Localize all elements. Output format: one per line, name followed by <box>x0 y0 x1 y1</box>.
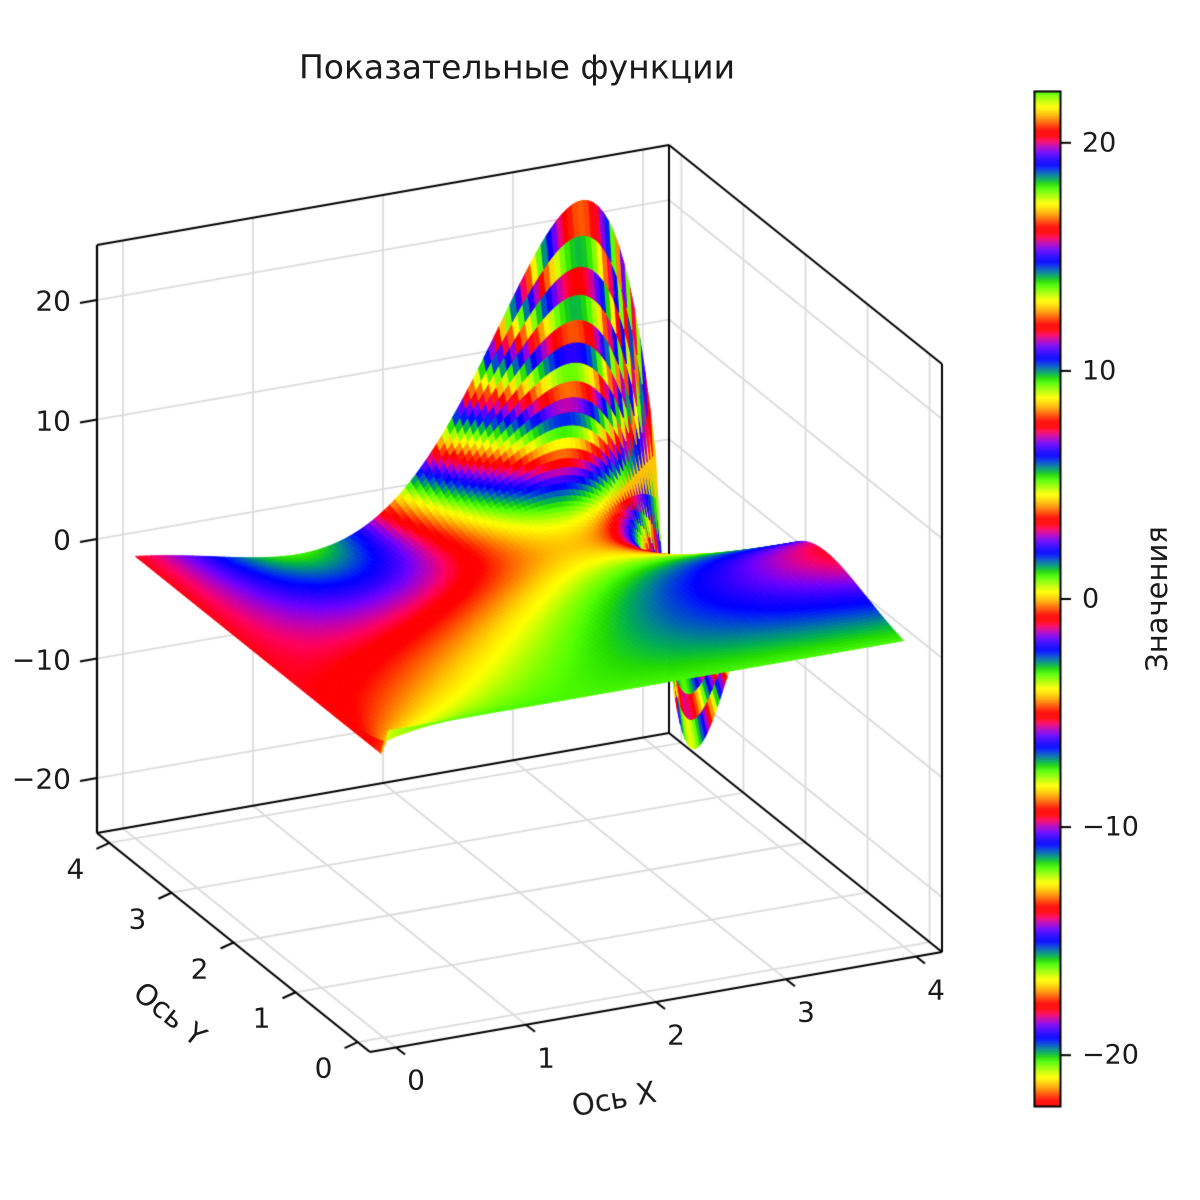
x-tick-label: 3 <box>797 995 815 1029</box>
x-tick-label: 0 <box>407 1063 425 1097</box>
colorbar-tick-label: 0 <box>1082 583 1100 615</box>
x-tick-label: 1 <box>537 1041 555 1075</box>
colorbar <box>1033 90 1079 1110</box>
plot-title: Показательные функции <box>298 47 736 87</box>
z-tick-label: 20 <box>35 284 71 318</box>
x-tick-label: 4 <box>927 973 945 1007</box>
z-tick-label: 10 <box>35 404 71 438</box>
z-tick-label: −20 <box>11 762 71 796</box>
colorbar-tick-label: 10 <box>1082 355 1117 387</box>
colorbar-label: Значения <box>1140 526 1174 672</box>
colorbar-tick-label: 20 <box>1082 127 1117 159</box>
y-tick-label: 1 <box>252 1001 271 1035</box>
colorbar-tick-label: −20 <box>1082 1039 1139 1071</box>
z-tick-label: −10 <box>11 643 71 677</box>
y-tick-label: 2 <box>190 952 209 985</box>
z-tick-label: 0 <box>53 523 71 557</box>
y-tick-label: 4 <box>66 852 85 886</box>
x-tick-label: 2 <box>667 1018 685 1052</box>
y-tick-label: 3 <box>128 902 147 936</box>
y-tick-label: 0 <box>314 1051 333 1085</box>
colorbar-tick-label: −10 <box>1082 811 1139 843</box>
